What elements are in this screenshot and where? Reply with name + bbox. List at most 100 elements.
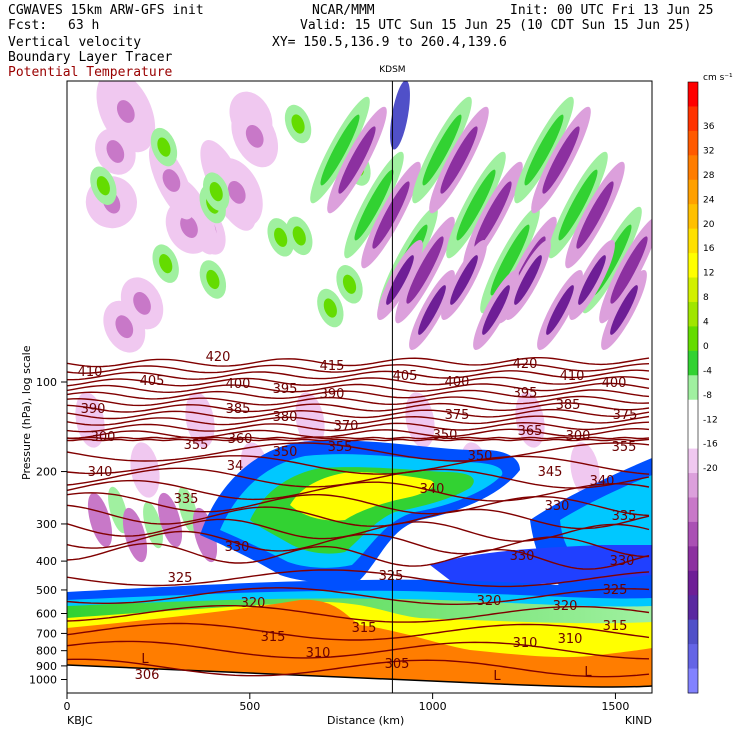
colorbar-segment: [688, 399, 698, 425]
colorbar-label: -16: [703, 440, 718, 450]
axes: 0 500 1000 15001002003004005006007008009001…: [29, 376, 629, 713]
theta-label: 325: [379, 569, 404, 584]
theta-label: 375: [613, 408, 638, 423]
theta-contour: [67, 382, 650, 394]
station-marker-label: KDSM: [379, 65, 405, 75]
wave-blob: [143, 501, 163, 549]
theta-label: 325: [168, 571, 193, 586]
wave-blob: [209, 182, 223, 202]
theta-label: 300: [566, 429, 591, 444]
colorbar-segment: [688, 473, 698, 498]
colorbar: 36 32 28 24 20 16 12 8 4 0 -4 -8 -12 -16 -20: [687, 81, 718, 694]
theta-contour: [67, 427, 650, 439]
colorbar-segment: [688, 595, 698, 621]
wave-blob: [162, 169, 181, 192]
wave-blob: [542, 126, 580, 194]
theta-label: 345: [538, 465, 563, 480]
theta-label: L: [141, 652, 149, 667]
theta-contour: [67, 467, 650, 489]
wave-blob: [386, 255, 414, 305]
xy-range: XY= 150.5,136.9 to 260.4,139.6: [272, 35, 507, 50]
theta-label: 315: [261, 630, 286, 645]
right-station-label: KIND: [625, 714, 652, 727]
y-tick-label: 300: [36, 518, 57, 531]
fcst-label: Fcst:: [8, 18, 48, 33]
wave-blob: [115, 315, 134, 339]
theta-label: 330: [545, 499, 570, 514]
wave-blob: [206, 269, 220, 290]
band-orange: [67, 599, 652, 693]
wave-blob: [372, 181, 410, 249]
y-tick-label: 600: [36, 608, 57, 621]
wave-blob: [133, 291, 151, 315]
colorbar-segment: [688, 326, 698, 352]
colorbar-label: -12: [703, 415, 718, 425]
colorbar-segment: [688, 521, 698, 547]
wave-blob: [159, 254, 173, 274]
wave-blob: [514, 255, 542, 305]
wave-blob: [406, 236, 444, 304]
colorbar-label: 4: [703, 318, 709, 328]
theta-label: 375: [445, 408, 470, 423]
theta-label: 350: [273, 445, 298, 460]
theta-contour: [67, 376, 650, 387]
wave-blob: [323, 298, 337, 318]
theta-label: 330: [225, 540, 250, 555]
theta-label: 325: [603, 583, 628, 598]
fcst-value: 63 h: [68, 18, 100, 33]
theta-label: 405: [393, 369, 418, 384]
theta-label: 310: [558, 632, 583, 647]
theta-label: 395: [273, 382, 298, 397]
theta-label: 420: [206, 350, 231, 365]
colorbar-segment: [688, 155, 698, 181]
colorbar-segment: [688, 106, 698, 132]
theta-contour: [67, 542, 650, 570]
theta-contour-labels: 420 415 405 420 410 405 400 395 390 400 410 400 395 3…: [78, 350, 638, 684]
wave-blob: [474, 181, 512, 249]
colorbar-segment: [688, 301, 698, 327]
colorbar-label: -4: [703, 366, 712, 376]
wave-blob: [338, 126, 376, 194]
wave-blob: [122, 507, 148, 563]
theta-label: L: [584, 665, 592, 680]
colorbar-unit: cm s⁻¹: [703, 73, 733, 83]
wave-blob: [490, 224, 530, 296]
wave-blob: [342, 274, 357, 294]
colorbar-segment: [688, 497, 698, 523]
colorbar-label: 20: [703, 220, 715, 230]
model-title: CGWAVES 15km ARW-GFS init: [8, 3, 204, 18]
theta-contour: [67, 357, 650, 368]
wave-blob: [106, 140, 125, 163]
wave-pattern: [75, 81, 652, 563]
theta-label: 34: [227, 459, 244, 474]
theta-label: L: [493, 669, 501, 684]
colorbar-label: 16: [703, 244, 715, 254]
colorbar-label: 12: [703, 269, 714, 279]
theta-label: 365: [518, 424, 543, 439]
colorbar-segment: [688, 424, 698, 450]
theta-contour: [67, 530, 650, 558]
colorbar-segment: [688, 570, 698, 596]
theta-label: 335: [612, 509, 637, 524]
theta-label: 340: [88, 465, 113, 480]
theta-label: 395: [513, 386, 538, 401]
theta-label: 335: [174, 492, 199, 507]
theta-contour: [67, 622, 650, 641]
theta-label: 350: [433, 428, 458, 443]
wave-blob: [227, 181, 246, 204]
wave-blob: [576, 181, 614, 249]
wave-blob: [578, 255, 606, 305]
theta-contour: [67, 587, 650, 605]
colorbar-segment: [688, 179, 698, 205]
theta-label: 400: [445, 375, 470, 390]
y-tick-label: 500: [36, 584, 57, 597]
x-axis-label: Distance (km): [327, 714, 404, 727]
x-tick-label: 500: [239, 700, 260, 713]
valid-time: Valid: 15 UTC Sun 15 Jun 25 (10 CDT Sun …: [300, 18, 692, 33]
theta-label: 340: [590, 474, 615, 489]
theta-label: 355: [328, 440, 353, 455]
y-tick-label: 200: [36, 466, 57, 479]
wave-blob: [546, 285, 574, 335]
theta-label: 320: [241, 596, 266, 611]
theta-label: 355: [184, 438, 209, 453]
